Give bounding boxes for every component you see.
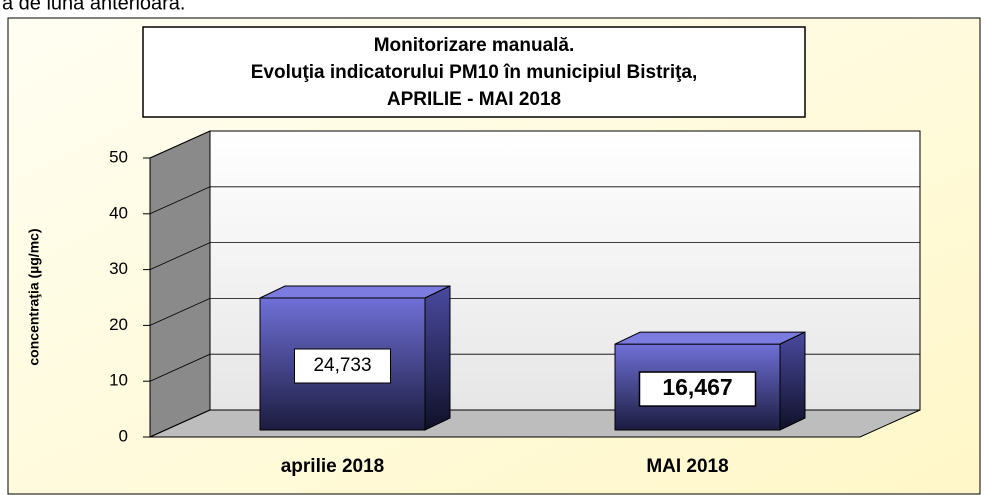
y-tick-label: 50 <box>109 147 128 166</box>
y-tick-label: 40 <box>109 203 128 222</box>
x-tick-label: aprilie 2018 <box>281 456 385 477</box>
title-box <box>142 26 806 118</box>
chart-title: Evoluţia indicatorului PM10 în municipiu… <box>251 62 698 83</box>
chart-title: APRILIE - MAI 2018 <box>387 89 561 110</box>
y-tick-label: 20 <box>109 315 128 334</box>
value-label: 16,467 <box>662 374 732 400</box>
bar-side <box>779 331 806 431</box>
bar-side <box>424 285 451 431</box>
x-tick-label: MAI 2018 <box>646 456 728 477</box>
header-text: ă de luna anterioară. <box>2 0 185 14</box>
grid-line <box>149 297 920 326</box>
y-tick-label: 0 <box>119 426 128 445</box>
side-wall <box>149 130 211 438</box>
bar: 16,467 <box>614 331 806 431</box>
y-tick-label: 30 <box>109 259 128 278</box>
bar: 24,733 <box>259 285 451 431</box>
grid-line <box>149 130 920 159</box>
y-tick-label: 10 <box>109 371 128 390</box>
bar-top <box>614 331 806 345</box>
value-label-box <box>294 348 391 384</box>
grid-line <box>149 186 920 215</box>
grid-line <box>149 242 920 270</box>
value-label-box <box>638 371 757 407</box>
chart-title: Monitorizare manuală. <box>374 35 575 56</box>
bar-top <box>259 285 451 299</box>
y-axis-label: concentraţia (µg/mc) <box>26 228 42 365</box>
value-label: 24,733 <box>313 355 371 376</box>
